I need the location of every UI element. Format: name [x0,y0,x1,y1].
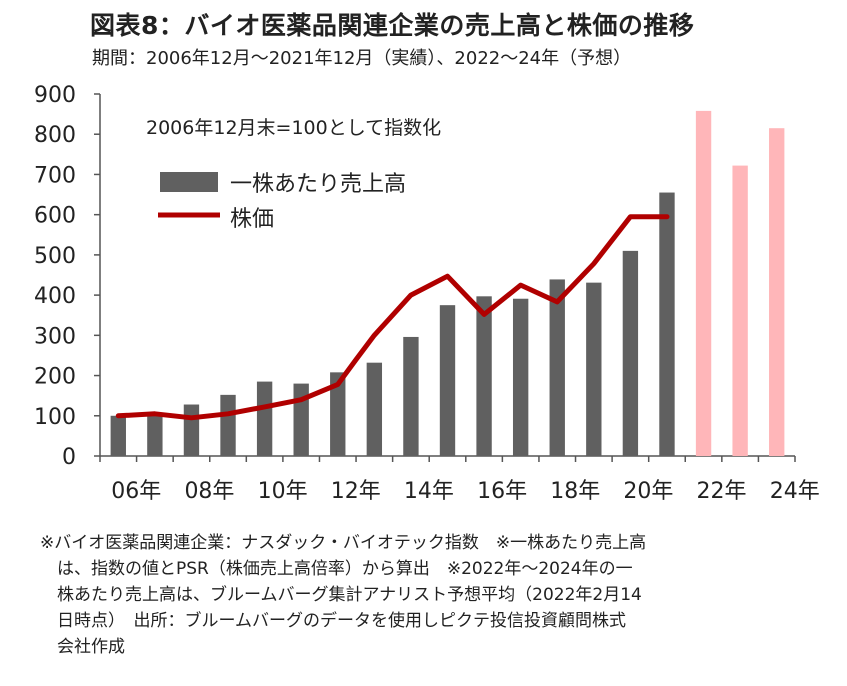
x-axis: 06年 08年 10年 12年 14年 16年 18年 20年 22年 24年 [99,455,820,504]
x-tick-label: 14年 [404,479,454,504]
bar-forecast [695,110,712,456]
legend-label-sales: 一株あたり売上高 [230,172,406,197]
chart-title: 図表8：バイオ医薬品関連企業の売上高と株価の推移 [90,11,695,40]
bar [110,415,126,456]
y-tick-label: 800 [34,123,76,148]
y-tick-label: 400 [34,284,76,309]
index-note: 2006年12月末=100として指数化 [146,117,441,139]
bar [293,383,309,456]
x-tick-label: 08年 [184,479,234,504]
y-tick-label: 200 [34,365,76,390]
x-tick-label: 10年 [258,479,308,504]
legend-bar-swatch [160,172,218,192]
x-tick-label: 22年 [697,479,747,504]
bar-forecast [769,128,785,456]
bar [549,279,565,456]
bar [147,414,163,456]
bar [256,381,273,456]
bar [183,404,200,456]
x-tick-label: 24年 [770,479,820,504]
x-tick-label: 18年 [550,479,600,504]
x-tick-label: 12年 [331,479,381,504]
bar [220,394,236,456]
bar [476,296,492,456]
x-tick-label: 20年 [623,479,673,504]
y-tick-label: 700 [34,163,76,188]
footnote-line: 会社作成 [40,637,125,657]
y-axis: 0 100 200 300 400 500 600 700 800 900 [34,83,101,470]
y-tick-label: 500 [34,244,76,269]
line-series [115,214,670,421]
bar [512,298,529,456]
bar [586,282,602,456]
footnote-line: 株あたり売上高は、ブルームバーグ集計アナリスト予想平均（2022年2月14 [40,585,642,605]
footnote: ※バイオ医薬品関連企業：ナスダック・バイオテック指数 ※一株あたり売上高 は、指… [40,530,830,660]
stock-price-line [115,214,670,421]
y-tick-label: 900 [34,83,76,108]
footnote-line: ※バイオ医薬品関連企業：ナスダック・バイオテック指数 ※一株あたり売上高 [40,533,647,553]
y-tick-label: 600 [34,204,76,229]
legend: 一株あたり売上高 株価 [158,172,406,232]
bar [330,372,346,456]
x-tick-label: 16年 [477,479,527,504]
chart-subtitle: 期間：2006年12月～2021年12月（実績）、2022～24年（予想） [92,48,632,69]
legend-label-price: 株価 [230,207,274,232]
y-tick-label: 100 [34,405,76,430]
bar-forecast [732,165,748,456]
bar [659,192,675,457]
bar [403,336,419,456]
bar [622,250,639,456]
footnote-line: 日時点） 出所：ブルームバーグのデータを使用しピクテ投信投資顧問株式 [40,611,626,631]
bar-series [110,110,785,457]
bar [366,362,383,456]
y-tick-label: 300 [34,324,76,349]
bar [439,305,456,456]
y-tick-label: 0 [62,445,76,470]
x-tick-label: 06年 [111,479,161,504]
footnote-line: は、指数の値とPSR（株価売上高倍率）から算出 ※2022年～2024年の一 [40,559,633,579]
